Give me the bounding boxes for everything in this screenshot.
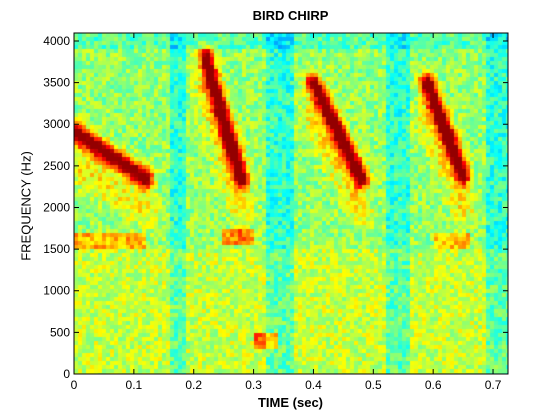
y-tick-label: 1000 (43, 284, 70, 298)
chart-title: BIRD CHIRP (252, 8, 329, 23)
y-tick-label: 500 (50, 325, 70, 339)
y-tick-label: 3500 (43, 76, 70, 90)
x-tick-label: 0.1 (126, 378, 143, 392)
x-tick-label: 0.4 (305, 378, 322, 392)
y-tick-label: 2000 (43, 200, 70, 214)
plot-frame (73, 32, 509, 375)
x-tick-label: 0.7 (485, 378, 502, 392)
y-tick-label: 0 (63, 367, 70, 381)
y-tick-label: 1500 (43, 242, 70, 256)
y-axis-label: FREQUENCY (Hz) (18, 151, 34, 261)
x-axis-label: TIME (sec) (257, 395, 323, 410)
y-tick-label: 3000 (43, 117, 70, 131)
x-tick-label: 0.3 (245, 378, 262, 392)
spectrogram-image (74, 33, 508, 374)
y-tick-label: 4000 (43, 34, 70, 48)
x-tick-label: 0.2 (185, 378, 202, 392)
x-tick-label: 0.6 (425, 378, 442, 392)
x-tick-label: 0 (71, 378, 78, 392)
y-tick-label: 2500 (43, 159, 70, 173)
x-tick-label: 0.5 (365, 378, 382, 392)
